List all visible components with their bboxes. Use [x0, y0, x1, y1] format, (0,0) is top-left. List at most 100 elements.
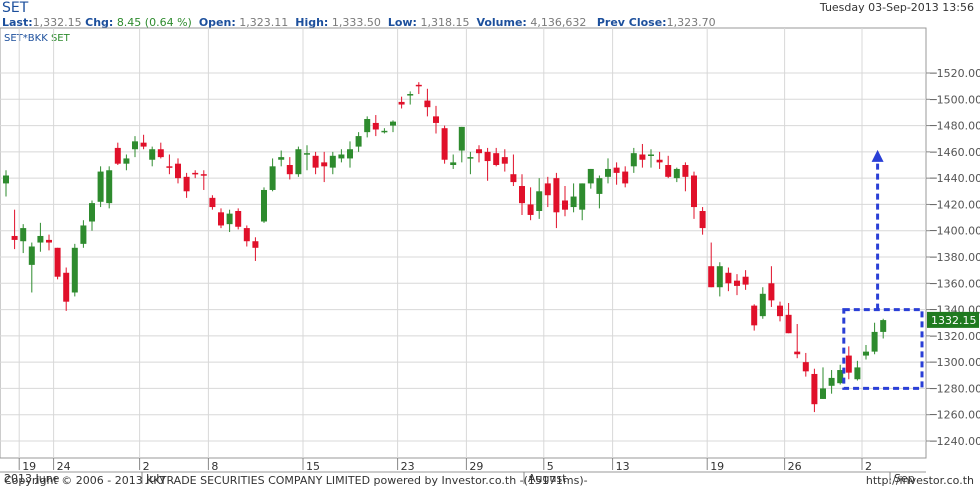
- candle-body: [605, 168, 611, 177]
- volume-label: Volume:: [476, 16, 527, 29]
- candle-body: [871, 331, 878, 352]
- candle-body: [699, 211, 706, 229]
- highlight-box: [842, 308, 924, 390]
- candle-body: [132, 141, 138, 150]
- y-tick-label: ─1460.00: [929, 146, 980, 159]
- x-day-label: 15: [306, 460, 320, 473]
- quote-stats: Last:1,332.15 Chg: 8.45 (0.64 %) Open: 1…: [2, 16, 716, 29]
- symbol-name: SET: [50, 33, 70, 44]
- candle-body: [312, 155, 319, 168]
- candle-body: [243, 228, 250, 242]
- x-month-label: July: [145, 472, 166, 485]
- candle-body: [863, 351, 869, 356]
- candle-body: [37, 235, 44, 243]
- y-tick-label: ─1380.00: [929, 251, 980, 264]
- candle-body: [295, 149, 302, 175]
- prev-close-value: 1,323.70: [666, 16, 716, 29]
- candle-body: [484, 151, 491, 162]
- candle-body: [209, 197, 216, 208]
- low-label: Low:: [387, 16, 417, 29]
- high-label: High:: [295, 16, 329, 29]
- candle-body: [596, 178, 603, 194]
- x-day-label: 19: [22, 460, 36, 473]
- candle-body: [802, 362, 809, 372]
- x-month-label: August: [528, 472, 567, 485]
- candle-body: [734, 280, 740, 286]
- candle-body: [501, 157, 508, 164]
- candle-body: [218, 212, 224, 226]
- footer-url[interactable]: http://investor.co.th: [865, 474, 974, 487]
- candle-body: [106, 170, 113, 204]
- y-tick-label: ─1400.00: [929, 225, 980, 238]
- candle-body: [304, 153, 310, 155]
- candle-body: [639, 154, 646, 160]
- volume-value: 4,136,632: [530, 16, 587, 29]
- candle-body: [665, 165, 672, 177]
- candle-body: [140, 142, 147, 147]
- candle-body: [622, 171, 629, 184]
- candle-body: [166, 166, 173, 168]
- candle-body: [3, 175, 9, 184]
- last-label: Last:: [2, 16, 33, 29]
- candle-body: [759, 293, 766, 317]
- candle-body: [493, 153, 500, 165]
- y-tick-label: ─1320.00: [929, 330, 980, 343]
- candle-body: [398, 101, 405, 105]
- candle-body: [71, 247, 78, 293]
- candle-body: [364, 119, 371, 133]
- candle-body: [235, 211, 242, 227]
- candle-body: [441, 128, 448, 160]
- open-value: 1,323.11: [239, 16, 289, 29]
- x-day-label: 2: [865, 460, 872, 473]
- candle-body: [476, 149, 482, 154]
- y-tick-label: ─1500.00: [929, 93, 980, 106]
- candle-body: [673, 168, 680, 179]
- x-month-label: Sep: [894, 472, 915, 485]
- x-day-label: 24: [57, 460, 71, 473]
- chart-title: SET: [2, 0, 29, 16]
- candle-body: [157, 149, 164, 158]
- copyright: Copyright © 2006 - 2013 KKTRADE SECURITI…: [4, 474, 588, 487]
- candle-body: [338, 154, 345, 159]
- candle-body: [415, 84, 422, 87]
- candle-body: [570, 196, 577, 208]
- y-tick-label: ─1480.00: [929, 120, 980, 133]
- symbol-code: SET*BKK: [4, 33, 48, 44]
- candle-body: [183, 176, 190, 192]
- symbol-legend: SET*BKK SET: [4, 33, 70, 44]
- candle-body: [355, 136, 362, 147]
- candle-body: [854, 367, 861, 380]
- candle-body: [63, 272, 70, 302]
- y-tick-label: ─1300.00: [929, 356, 980, 369]
- x-day-label: 23: [401, 460, 415, 473]
- candle-body: [553, 178, 560, 213]
- x-day-label: 13: [616, 460, 630, 473]
- y-tick-label: ─1440.00: [929, 172, 980, 185]
- x-day-label: 2: [143, 460, 150, 473]
- x-day-label: 26: [788, 460, 802, 473]
- candle-body: [544, 183, 551, 196]
- low-value: 1,318.15: [420, 16, 470, 29]
- open-label: Open:: [198, 16, 236, 29]
- last-value: 1,332.15: [32, 16, 82, 29]
- prev-close-label: Prev Close:: [596, 16, 667, 29]
- candle-body: [20, 228, 27, 242]
- candle-body: [97, 171, 104, 202]
- candle-body: [433, 116, 439, 123]
- last-price-badge: [927, 311, 979, 328]
- candle-body: [458, 126, 465, 151]
- candle-body: [880, 320, 887, 332]
- candle-body: [845, 355, 852, 373]
- candle-body: [630, 153, 637, 167]
- candle-body: [450, 162, 457, 165]
- candle-body: [347, 149, 353, 159]
- candle-body: [785, 314, 792, 334]
- candle-body: [794, 351, 801, 355]
- candle-body: [321, 162, 328, 167]
- candle-body: [175, 163, 181, 179]
- candle-body: [742, 276, 749, 285]
- candle-body: [519, 186, 525, 204]
- chg-value: 8.45 (0.64 %): [116, 16, 192, 29]
- candle-body: [682, 165, 689, 177]
